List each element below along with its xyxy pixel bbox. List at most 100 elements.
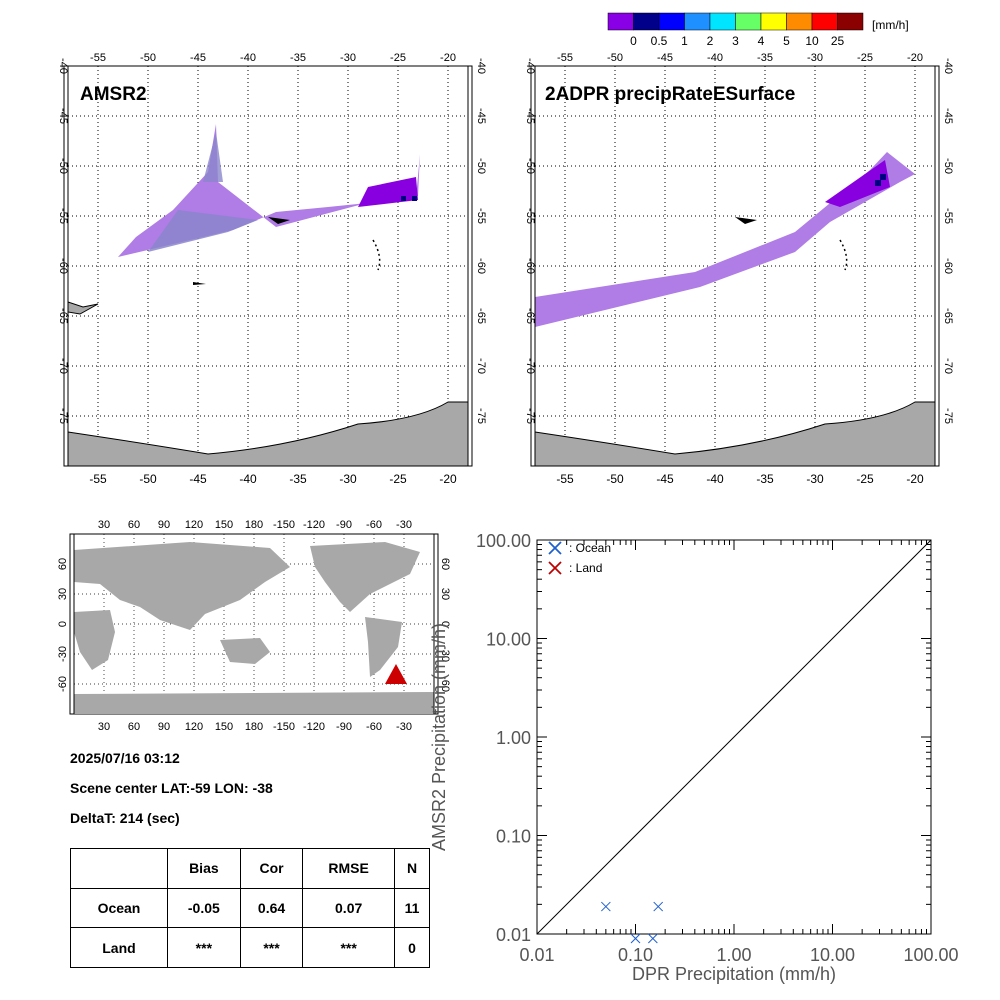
lon-tick-label: -20 <box>906 472 924 486</box>
lon-tick-label: 120 <box>185 519 203 531</box>
scatter-point <box>630 933 641 944</box>
lat-tick-label: -40 <box>524 58 536 74</box>
africa-land <box>74 610 115 670</box>
lon-tick-label: 180 <box>245 721 263 733</box>
legend-marker <box>548 541 562 555</box>
lat-tick-label: -55 <box>524 208 536 224</box>
lon-tick-label: -30 <box>396 519 412 531</box>
map-title-amsr2: AMSR2 <box>80 84 147 105</box>
colorbar: 0 0.5 1 2 3 4 5 10 25 [mm/h] <box>607 12 909 48</box>
lon-tick-label: -45 <box>190 52 206 64</box>
lat-tick-label: -70 <box>942 358 954 374</box>
scene-location-marker <box>385 664 407 684</box>
colorbar-tick-label: 25 <box>831 34 845 48</box>
y-tick-label: 100.00 <box>476 531 531 551</box>
lat-tick-label: -30 <box>57 646 69 662</box>
lat-tick-label: -40 <box>57 58 69 74</box>
lat-tick-label: -55 <box>57 208 69 224</box>
lat-tick-label: -70 <box>524 358 536 374</box>
lon-tick-label: -35 <box>289 472 307 486</box>
legend-label: : Ocean <box>569 541 611 555</box>
colorbar-swatch <box>709 12 736 31</box>
colorbar-tick-label: 0.5 <box>651 34 668 48</box>
legend-label: : Land <box>569 561 602 575</box>
lon-tick-label: -90 <box>336 721 352 733</box>
lon-tick-label: -30 <box>340 52 356 64</box>
table-cell: *** <box>302 927 395 968</box>
lat-tick-label: -45 <box>942 108 954 124</box>
table-cell: 11 <box>394 887 430 929</box>
lon-tick-label: -120 <box>303 519 325 531</box>
amsr2-precip-core <box>148 210 258 252</box>
lat-tick-label: -65 <box>524 308 536 324</box>
lat-tick-label: -50 <box>475 158 487 174</box>
lon-tick-label: 150 <box>215 519 233 531</box>
lon-tick-label: -55 <box>89 472 107 486</box>
table-header-cell: Cor <box>239 848 304 889</box>
lon-tick-label: -40 <box>240 52 256 64</box>
lat-tick-label: -55 <box>942 208 954 224</box>
antarctica-land <box>534 401 936 467</box>
lon-tick-label: -30 <box>806 472 824 486</box>
australia-land <box>220 638 270 664</box>
scatter-point <box>647 933 658 944</box>
map-frame-border <box>63 65 69 467</box>
x-axis-label: DPR Precipitation (mm/h) <box>632 964 836 984</box>
lat-tick-label: 30 <box>57 588 69 600</box>
colorbar-tick-label: 2 <box>707 34 714 48</box>
lat-tick-label: -60 <box>942 258 954 274</box>
amsr2-precip-core <box>203 132 223 182</box>
lon-tick-label: 30 <box>98 721 110 733</box>
lat-tick-label: 60 <box>439 558 450 570</box>
map-frame-border <box>433 533 439 715</box>
statistics-table: Bias Cor RMSE N Ocean -0.05 0.64 0.07 11… <box>70 848 430 968</box>
map-frame-border <box>530 65 536 467</box>
table-cell: 0.07 <box>302 887 395 929</box>
lat-tick-label: -70 <box>475 358 487 374</box>
lon-tick-label: -50 <box>606 472 624 486</box>
map-frame-border <box>69 533 75 715</box>
lat-tick-label: -40 <box>475 58 487 74</box>
x-tick-label: 0.01 <box>519 945 554 965</box>
lat-tick-label: -75 <box>524 408 536 424</box>
lat-tick-label: -75 <box>475 408 487 424</box>
eurasia-land <box>74 542 290 630</box>
colorbar-tick-label: 5 <box>783 34 790 48</box>
lon-tick-label: -25 <box>390 52 406 64</box>
table-header-cell: Bias <box>166 848 241 889</box>
y-tick-label: 0.10 <box>496 827 531 847</box>
colorbar-swatch <box>786 12 813 31</box>
amsr2-precip-cell <box>412 196 417 201</box>
colorbar-swatch <box>837 12 864 31</box>
colorbar-swatch <box>735 12 762 31</box>
lon-tick-label: -40 <box>706 472 724 486</box>
scatter-plot: 0.010.01 0.10 0.10 1.00 1.00 10.00 10.00 100.00… <box>429 531 959 984</box>
lon-tick-label: 30 <box>98 519 110 531</box>
map-frame-border <box>467 65 473 467</box>
lon-tick-label: -40 <box>707 52 723 64</box>
table-cell: 0 <box>394 927 430 968</box>
lon-tick-label: 150 <box>215 721 233 733</box>
lat-tick-label: -60 <box>439 676 450 692</box>
lon-tick-label: 90 <box>158 721 170 733</box>
lon-tick-label: -45 <box>189 472 207 486</box>
x-tick-label: 1.00 <box>716 945 751 965</box>
antarctica-land <box>67 401 469 467</box>
lon-tick-label: -20 <box>907 52 923 64</box>
lon-tick-label: -50 <box>607 52 623 64</box>
lon-tick-label: -55 <box>556 472 574 486</box>
lat-tick-label: 30 <box>439 588 450 600</box>
colorbar-swatch <box>811 12 838 31</box>
dpr-precip-swath <box>535 152 915 327</box>
table-row: Land *** *** *** 0 <box>70 927 430 968</box>
scatter-point <box>653 901 664 912</box>
lon-tick-label: -25 <box>856 472 874 486</box>
lon-tick-label: -35 <box>290 52 306 64</box>
colorbar-tick-label: 1 <box>681 34 688 48</box>
globe-map: 30 30 60 60 90 90 120 120 150 150 180 180 -150 -150 -1… <box>57 519 450 733</box>
lat-tick-label: -50 <box>524 158 536 174</box>
lon-tick-label: 60 <box>128 721 140 733</box>
colorbar-tick-label: 4 <box>758 34 765 48</box>
lat-tick-label: -45 <box>475 108 487 124</box>
lon-tick-label: -90 <box>336 519 352 531</box>
